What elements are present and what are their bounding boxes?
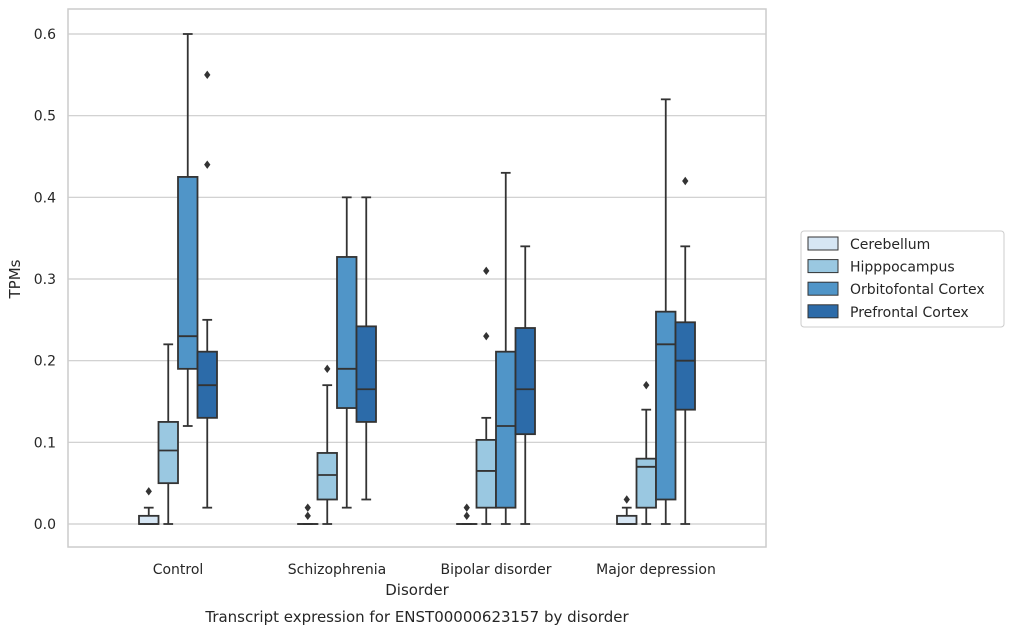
box-iqr <box>674 321 696 411</box>
box-iqr <box>138 514 160 525</box>
y-tick-label: 0.3 <box>34 272 56 288</box>
x-axis-ticks: Control Schizophrenia Bipolar disorder Majo… <box>153 562 716 578</box>
outlier-point <box>145 487 152 496</box>
outlier-point <box>304 511 311 521</box>
y-tick-label: 0.5 <box>34 109 56 125</box>
legend: Cerebellum Hipppocampus Orbitofontal Corte… <box>800 230 1005 328</box>
box-hipppocampus <box>316 364 338 525</box>
outlier-point <box>324 364 331 374</box>
legend-swatch <box>807 236 839 251</box>
y-tick-label: 0.6 <box>34 27 56 43</box>
box-cerebellum <box>456 503 478 525</box>
y-axis-label: TPMs <box>6 259 24 299</box>
x-tick-label: Control <box>153 562 204 578</box>
outlier-point <box>204 70 211 80</box>
box-iqr <box>475 438 497 509</box>
outlier-point <box>682 176 689 186</box>
y-tick-label: 0.0 <box>34 517 56 533</box>
box-iqr <box>177 176 199 370</box>
y-axis-ticks: 0.0 0.1 0.2 0.3 0.4 0.5 0.6 <box>34 27 56 533</box>
legend-swatch <box>807 304 839 319</box>
box-iqr <box>495 350 517 509</box>
legend-label: Orbitofontal Cortex <box>850 282 985 298</box>
box-prefrontal-cortex <box>355 196 377 501</box>
box-cerebellum <box>297 503 319 525</box>
outlier-point <box>204 160 211 169</box>
x-axis-label: Disorder <box>385 581 449 599</box>
plot-frame <box>67 8 767 548</box>
x-tick-label: Major depression <box>596 562 716 578</box>
box-iqr <box>655 310 677 501</box>
box-iqr <box>157 421 179 485</box>
box-prefrontal-cortex <box>196 70 218 509</box>
chart-caption: Transcript expression for ENST0000062315… <box>204 608 629 626</box>
y-tick-label: 0.1 <box>34 435 56 451</box>
legend-label: Prefrontal Cortex <box>850 305 969 321</box>
box-iqr <box>355 325 377 423</box>
box-prefrontal-cortex <box>514 245 536 525</box>
legend-frame <box>800 230 1005 328</box>
y-tick-label: 0.4 <box>34 190 56 206</box>
outlier-point <box>304 503 311 512</box>
box-hipppocampus <box>475 266 497 525</box>
legend-swatch <box>807 281 839 296</box>
legend-label: Cerebellum <box>850 237 930 253</box>
box-cerebellum <box>138 487 160 525</box>
y-tick-label: 0.2 <box>34 354 56 370</box>
box-hipppocampus <box>157 343 179 525</box>
box-iqr <box>616 514 638 525</box>
boxes-layer <box>138 33 696 525</box>
outlier-point <box>643 380 650 390</box>
outlier-point <box>483 266 490 276</box>
box-hipppocampus <box>635 380 657 525</box>
x-tick-label: Schizophrenia <box>288 562 386 578</box>
legend-swatch <box>807 259 839 274</box>
legend-label: Hipppocampus <box>850 260 955 276</box>
outlier-point <box>463 503 470 512</box>
box-iqr <box>316 452 338 501</box>
box-cerebellum <box>616 495 638 525</box>
box-prefrontal-cortex <box>674 176 696 525</box>
outlier-point <box>463 511 470 521</box>
outlier-point <box>483 331 490 341</box>
x-tick-label: Bipolar disorder <box>440 562 551 578</box>
box-iqr <box>336 256 358 409</box>
box-orbitofontal-cortex <box>177 33 199 427</box>
outlier-point <box>623 495 630 504</box>
box-iqr <box>514 327 536 436</box>
